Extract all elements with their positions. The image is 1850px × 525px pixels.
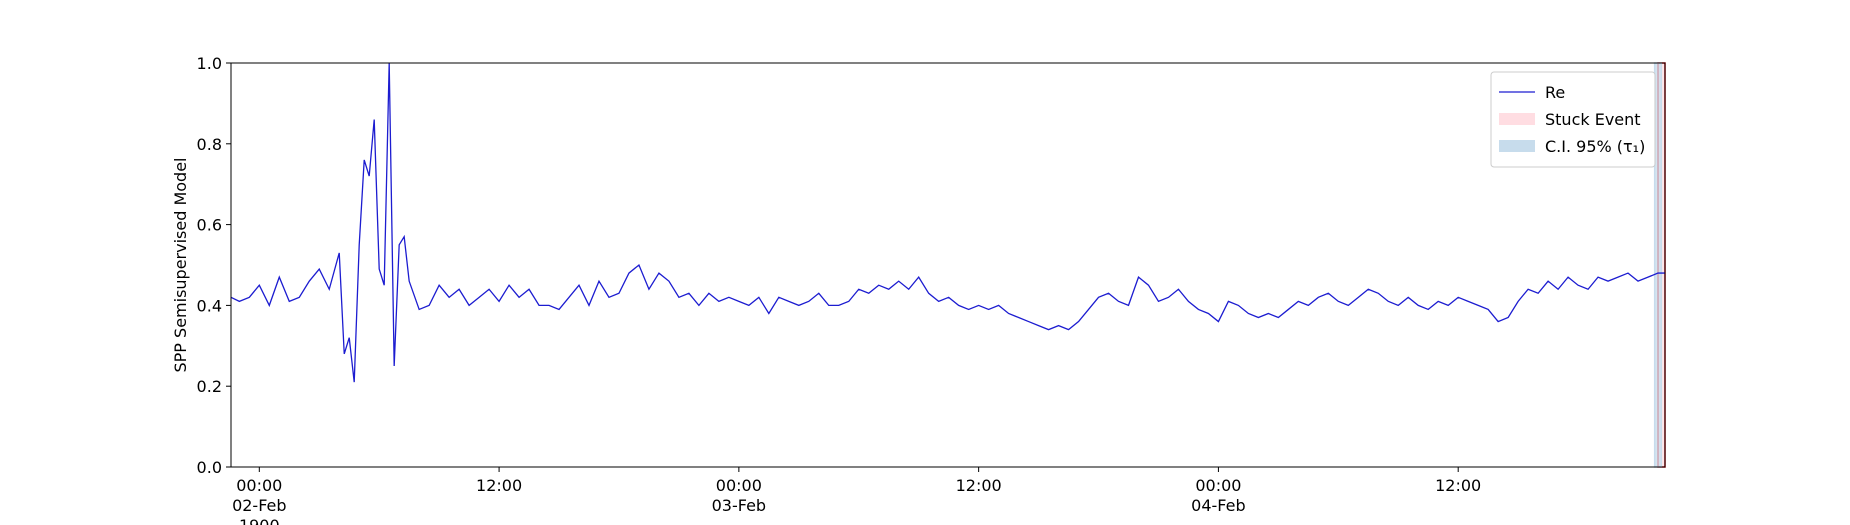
y-tick-label: 1.0 — [197, 54, 222, 73]
legend-label: C.I. 95% (τ₁) — [1545, 137, 1645, 156]
span — [1653, 62, 1663, 468]
legend-patch — [1499, 113, 1535, 125]
legend-label: Stuck Event — [1545, 110, 1641, 129]
y-tick-label: 0.8 — [197, 135, 222, 154]
x-tick-label: 12:00 — [476, 476, 522, 495]
x-tick-label: 12:00 — [956, 476, 1002, 495]
plot-frame — [230, 62, 1666, 468]
line-series — [230, 62, 1665, 383]
legend-patch — [1499, 140, 1535, 152]
x-tick-label: 12:00 — [1435, 476, 1481, 495]
y-tick-label: 0.4 — [197, 296, 222, 315]
legend-label: Re — [1545, 83, 1565, 102]
y-tick-label: 0.0 — [197, 458, 222, 477]
y-axis-label: SPP Semisupervised Model — [171, 158, 190, 373]
y-tick-label: 0.2 — [197, 377, 222, 396]
x-tick-label: 00:00 04-Feb — [1191, 476, 1245, 515]
x-tick-label: 00:00 03-Feb — [712, 476, 766, 515]
y-tick-label: 0.6 — [197, 216, 222, 235]
